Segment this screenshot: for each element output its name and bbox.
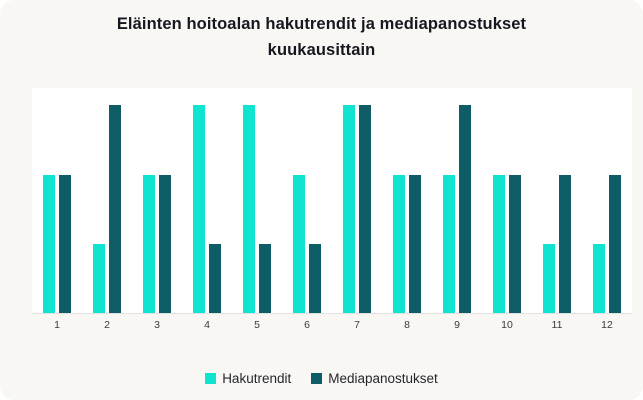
legend-swatch-icon [205,373,217,384]
bar-mediapanostukset-month-7 [359,105,371,313]
x-tick-label-1: 1 [54,319,60,331]
bar-mediapanostukset-month-9 [459,105,471,313]
bar-mediapanostukset-month-4 [209,243,221,313]
chart-title: Eläinten hoitoalan hakutrendit ja mediap… [116,15,527,59]
legend-swatch-icon [311,373,323,384]
bar-hakutrendit-month-7 [343,105,355,313]
bar-hakutrendit-month-4 [193,105,205,313]
bar-mediapanostukset-month-8 [409,174,421,313]
bar-mediapanostukset-month-11 [559,174,571,313]
bar-hakutrendit-month-11 [543,243,555,313]
bar-group-month-9 [432,88,482,313]
bar-hakutrendit-month-2 [93,243,105,313]
legend-item-hakutrendit: Hakutrendit [205,371,291,386]
x-tick-label-2: 2 [104,319,110,331]
bar-group-month-5 [232,88,282,313]
x-tick-label-3: 3 [154,319,160,331]
x-tick-label-10: 10 [501,319,513,331]
legend-item-mediapanostukset: Mediapanostukset [311,371,438,386]
x-tick-label-9: 9 [454,319,460,331]
legend-label: Mediapanostukset [328,371,438,386]
bar-group-month-4 [182,88,232,313]
bar-hakutrendit-month-3 [143,174,155,313]
bar-group-month-2 [82,88,132,313]
x-tick-label-12: 12 [601,319,613,331]
plot-area [32,88,632,314]
bar-group-month-10 [482,88,532,313]
bar-mediapanostukset-month-6 [309,243,321,313]
bar-hakutrendit-month-8 [393,174,405,313]
bar-group-month-12 [582,88,632,313]
bar-mediapanostukset-month-2 [109,105,121,313]
bar-hakutrendit-month-10 [493,174,505,313]
bar-hakutrendit-month-5 [243,105,255,313]
x-tick-label-6: 6 [304,319,310,331]
x-tick-label-4: 4 [204,319,210,331]
bar-hakutrendit-month-12 [593,243,605,313]
bar-mediapanostukset-month-10 [509,174,521,313]
x-axis-labels: 1 2 3 4 5 6 7 8 9 10 11 12 [32,319,632,331]
bar-group-month-3 [132,88,182,313]
bar-hakutrendit-month-9 [443,174,455,313]
bar-group-month-1 [32,88,82,313]
x-tick-label-7: 7 [354,319,360,331]
bar-hakutrendit-month-1 [43,174,55,313]
legend: Hakutrendit Mediapanostukset [0,371,643,386]
bar-mediapanostukset-month-3 [159,174,171,313]
bar-group-month-6 [282,88,332,313]
bar-hakutrendit-month-6 [293,174,305,313]
x-tick-label-11: 11 [551,319,563,331]
x-tick-label-8: 8 [404,319,410,331]
bar-groups [32,88,632,313]
bar-group-month-8 [382,88,432,313]
bar-group-month-7 [332,88,382,313]
bar-group-month-11 [532,88,582,313]
bar-mediapanostukset-month-12 [609,174,621,313]
bar-mediapanostukset-month-5 [259,243,271,313]
legend-label: Hakutrendit [222,371,292,386]
x-tick-label-5: 5 [254,319,260,331]
bar-mediapanostukset-month-1 [59,174,71,313]
